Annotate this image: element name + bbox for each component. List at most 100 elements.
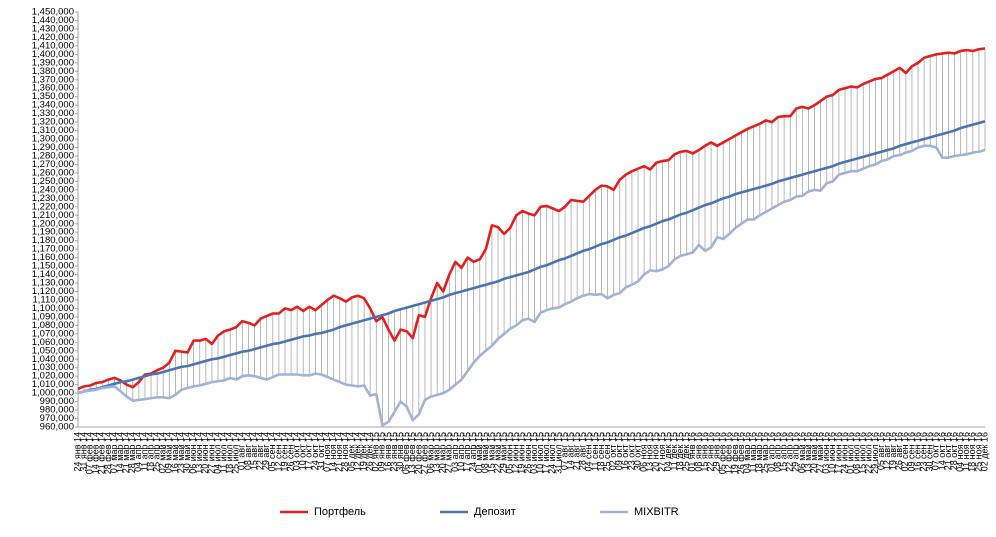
- x-tick-label: 07 авг 15: [559, 432, 569, 470]
- y-tick-label: 1,260,000: [32, 167, 74, 178]
- y-tick-label: 1,220,000: [32, 201, 74, 212]
- y-tick-label: 1,030,000: [32, 362, 74, 373]
- y-tick-label: 1,180,000: [32, 235, 74, 246]
- x-tick-label: 04 мар 16: [742, 432, 752, 473]
- y-tick-label: 1,100,000: [32, 303, 74, 314]
- x-tick-label: 27 мар 15: [444, 432, 454, 473]
- y-tick-label: 1,350,000: [32, 91, 74, 102]
- y-tick-label: 1,320,000: [32, 117, 74, 128]
- x-tick-label: 11 мар 16: [748, 432, 758, 473]
- x-tick-label: 26 июн 15: [523, 432, 533, 474]
- x-tick-label: 17 июн 16: [833, 432, 843, 474]
- x-tick-label: 28 окт 16: [949, 432, 959, 470]
- x-tick-label: 25 июл 14: [231, 432, 241, 474]
- x-tick-label: 11 ноя 16: [961, 432, 971, 471]
- x-tick-label: 22 апр 16: [785, 432, 795, 472]
- x-tick-label: 17 июл 15: [541, 432, 551, 474]
- x-tick-label: 13 мар 15: [432, 432, 442, 473]
- x-tick-label: 04 дек 15: [663, 432, 673, 471]
- y-tick-label: 1,020,000: [32, 371, 74, 382]
- x-tick-label: 03 июн 16: [821, 432, 831, 474]
- x-tick-label: 03 июл 15: [529, 432, 539, 474]
- x-tick-label: 02 май 14: [158, 432, 168, 473]
- x-tick-label: 11 дек 15: [669, 432, 679, 471]
- legend-item: MIXBITR: [600, 506, 679, 518]
- y-tick-label: 1,090,000: [32, 311, 74, 322]
- y-tick-label: 1,310,000: [32, 125, 74, 136]
- x-tick-label: 05 авг 16: [876, 432, 886, 470]
- x-tick-label: 02 сен 16: [900, 432, 910, 472]
- series-line: [77, 47, 986, 391]
- x-tick-label: 09 май 14: [164, 432, 174, 473]
- x-tick-label: 21 мар 14: [121, 432, 131, 473]
- y-tick-label: 1,370,000: [32, 74, 74, 85]
- x-tick-label: 26 сен 14: [285, 432, 295, 472]
- x-tick-label: 18 апр 14: [145, 432, 155, 472]
- x-tick-label: 20 ноя 15: [651, 432, 661, 472]
- x-tick-label: 22 июл 16: [864, 432, 874, 474]
- x-tick-label: 17 окт 14: [304, 432, 314, 470]
- x-tick-label: 29 апр 16: [791, 432, 801, 472]
- x-tick-label: 19 сен 14: [279, 432, 289, 472]
- x-tick-label: 12 июн 15: [511, 432, 521, 474]
- x-tick-label: 31 янв 14: [78, 432, 88, 472]
- x-tick-label: 18 ноя 16: [967, 432, 977, 472]
- x-tick-label: 05 фев 16: [718, 432, 728, 474]
- x-tick-label: 02 окт 15: [608, 432, 618, 470]
- x-tick-label: 19 фев 16: [730, 432, 740, 474]
- x-tick-label: 06 фев 15: [401, 432, 411, 474]
- y-tick-label: 1,420,000: [32, 32, 74, 43]
- y-tick-label: 1,410,000: [32, 40, 74, 51]
- x-tick-label: 22 май 15: [492, 432, 502, 473]
- x-tick-label: 10 июн 16: [827, 432, 837, 474]
- y-tick-label: 1,140,000: [32, 269, 74, 280]
- x-tick-label: 27 июн 14: [206, 432, 216, 474]
- x-tick-label: 20 июн 14: [200, 432, 210, 474]
- y-tick-label: 980,000: [40, 405, 74, 416]
- y-tick-label: 1,200,000: [32, 218, 74, 229]
- x-tick-label: 21 ноя 14: [334, 432, 344, 472]
- x-tick-label: 24 окт 14: [310, 432, 320, 470]
- legend-item: Портфель: [280, 506, 366, 518]
- x-tick-label: 28 авг 15: [578, 432, 588, 470]
- x-tick-label: 08 май 15: [480, 432, 490, 473]
- x-tick-label: 06 июн 14: [188, 432, 198, 474]
- x-tick-label: 29 июл 16: [870, 432, 880, 474]
- x-tick-label: 08 апр 16: [772, 432, 782, 472]
- x-tick-label: 16 май 14: [170, 432, 180, 473]
- y-tick-label: 970,000: [40, 413, 74, 424]
- series-line: [77, 120, 986, 395]
- x-tick-label: 14 окт 16: [937, 432, 947, 470]
- x-tick-label: 12 авг 16: [882, 432, 892, 470]
- x-tick-label: 16 янв 15: [383, 432, 393, 472]
- x-tick-label: 31 июл 15: [553, 432, 563, 474]
- x-tick-label: 21 авг 15: [572, 432, 582, 470]
- x-tick-label: 25 мар 16: [760, 432, 770, 473]
- x-tick-label: 30 янв 15: [395, 432, 405, 472]
- y-tick-label: 1,280,000: [32, 150, 74, 161]
- x-tick-label: 23 окт 15: [626, 432, 636, 470]
- y-tick-label: 1,340,000: [32, 100, 74, 111]
- x-tick-label: 03 апр 15: [450, 432, 460, 472]
- x-tick-label: 25 сен 15: [602, 432, 612, 472]
- x-tick-label: 27 май 16: [815, 432, 825, 473]
- y-tick-label: 1,250,000: [32, 176, 74, 187]
- x-tick-label: 24 июн 16: [839, 432, 849, 474]
- x-tick-label: 15 янв 16: [699, 432, 709, 472]
- y-tick-label: 1,170,000: [32, 244, 74, 255]
- x-tick-label: 27 фев 15: [419, 432, 429, 474]
- x-tick-label: 06 ноя 15: [638, 432, 648, 472]
- x-tick-label: 29 май 15: [498, 432, 508, 473]
- x-tick-label: 09 сен 16: [906, 432, 916, 472]
- y-tick-label: 1,040,000: [32, 354, 74, 365]
- x-tick-label: 01 апр 16: [766, 432, 776, 472]
- y-tick-label: 1,380,000: [32, 66, 74, 77]
- x-tick-label: 18 мар 16: [754, 432, 764, 473]
- x-tick-label: 29 янв 16: [712, 432, 722, 472]
- x-tick-label: 30 окт 15: [632, 432, 642, 470]
- x-tick-label: 06 май 16: [797, 432, 807, 473]
- x-tick-label: 10 апр 15: [456, 432, 466, 472]
- x-tick-label: 02 янв 15: [371, 432, 381, 472]
- x-tick-label: 01 авг 14: [237, 432, 247, 470]
